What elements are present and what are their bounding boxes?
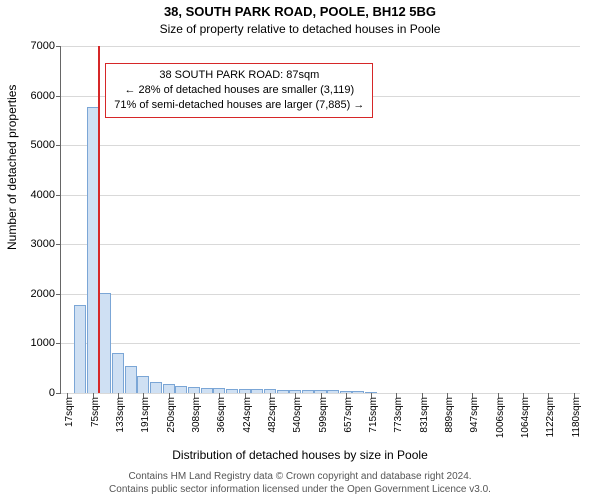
reference-line bbox=[98, 46, 100, 393]
ytick-label: 7000 bbox=[31, 40, 61, 52]
xtick-label: 424sqm bbox=[242, 397, 253, 433]
histogram-bar bbox=[125, 366, 137, 393]
ytick-label: 6000 bbox=[31, 90, 61, 102]
ytick-label: 4000 bbox=[31, 189, 61, 201]
histogram-bar bbox=[74, 305, 86, 393]
xtick-label: 599sqm bbox=[318, 397, 329, 433]
ytick-label: 3000 bbox=[31, 238, 61, 250]
xtick-label: 482sqm bbox=[267, 397, 278, 433]
chart-title-sub: Size of property relative to detached ho… bbox=[0, 22, 600, 36]
xtick-label: 133sqm bbox=[115, 397, 126, 433]
histogram-bar bbox=[251, 389, 263, 393]
xtick-label: 1122sqm bbox=[545, 397, 556, 437]
info-box-line: ← 28% of detached houses are smaller (3,… bbox=[114, 83, 364, 98]
footer-line-1: Contains HM Land Registry data © Crown c… bbox=[0, 471, 600, 484]
ytick-label: 0 bbox=[49, 387, 61, 399]
xtick-label: 308sqm bbox=[191, 397, 202, 433]
histogram-bar bbox=[302, 390, 314, 393]
histogram-bar bbox=[163, 384, 175, 393]
xtick-label: 947sqm bbox=[469, 397, 480, 433]
info-box: 38 SOUTH PARK ROAD: 87sqm← 28% of detach… bbox=[105, 63, 373, 118]
info-box-line: 71% of semi-detached houses are larger (… bbox=[114, 98, 364, 113]
gridline-h bbox=[61, 294, 580, 295]
histogram-bar bbox=[327, 390, 339, 393]
xtick-label: 75sqm bbox=[90, 397, 101, 427]
histogram-bar bbox=[201, 388, 213, 393]
xtick-label: 1180sqm bbox=[571, 397, 582, 437]
xtick-label: 831sqm bbox=[419, 397, 430, 433]
histogram-bar bbox=[137, 376, 149, 393]
histogram-bar bbox=[112, 353, 124, 393]
xtick-label: 250sqm bbox=[166, 397, 177, 433]
histogram-bar bbox=[99, 293, 111, 393]
ytick-label: 5000 bbox=[31, 139, 61, 151]
histogram-bar bbox=[277, 390, 289, 393]
histogram-bar bbox=[352, 391, 364, 393]
gridline-h bbox=[61, 244, 580, 245]
xtick-label: 657sqm bbox=[343, 397, 354, 433]
xtick-label: 1006sqm bbox=[495, 397, 506, 438]
gridline-h bbox=[61, 195, 580, 196]
chart-title-main: 38, SOUTH PARK ROAD, POOLE, BH12 5BG bbox=[0, 4, 600, 19]
info-box-line: 38 SOUTH PARK ROAD: 87sqm bbox=[114, 68, 364, 83]
ytick-label: 2000 bbox=[31, 288, 61, 300]
x-axis-label: Distribution of detached houses by size … bbox=[0, 448, 600, 462]
xtick-label: 773sqm bbox=[393, 397, 404, 433]
footer-line-2: Contains public sector information licen… bbox=[0, 484, 600, 497]
histogram-bar bbox=[226, 389, 238, 393]
xtick-label: 1064sqm bbox=[520, 397, 531, 438]
chart-footer: Contains HM Land Registry data © Crown c… bbox=[0, 471, 600, 496]
gridline-h bbox=[61, 145, 580, 146]
gridline-h bbox=[61, 46, 580, 47]
histogram-bar bbox=[175, 386, 187, 393]
histogram-bar bbox=[87, 107, 99, 393]
xtick-label: 191sqm bbox=[140, 397, 151, 433]
histogram-bar bbox=[150, 382, 162, 393]
gridline-h bbox=[61, 343, 580, 344]
property-size-chart: 38, SOUTH PARK ROAD, POOLE, BH12 5BG Siz… bbox=[0, 0, 600, 500]
xtick-label: 17sqm bbox=[64, 397, 75, 427]
xtick-label: 715sqm bbox=[368, 397, 379, 433]
plot-area: 0100020003000400050006000700017sqm75sqm1… bbox=[60, 46, 580, 394]
xtick-label: 540sqm bbox=[292, 397, 303, 433]
ytick-label: 1000 bbox=[31, 337, 61, 349]
xtick-label: 889sqm bbox=[444, 397, 455, 433]
xtick-label: 366sqm bbox=[216, 397, 227, 433]
y-axis-label: Number of detached properties bbox=[5, 85, 19, 250]
